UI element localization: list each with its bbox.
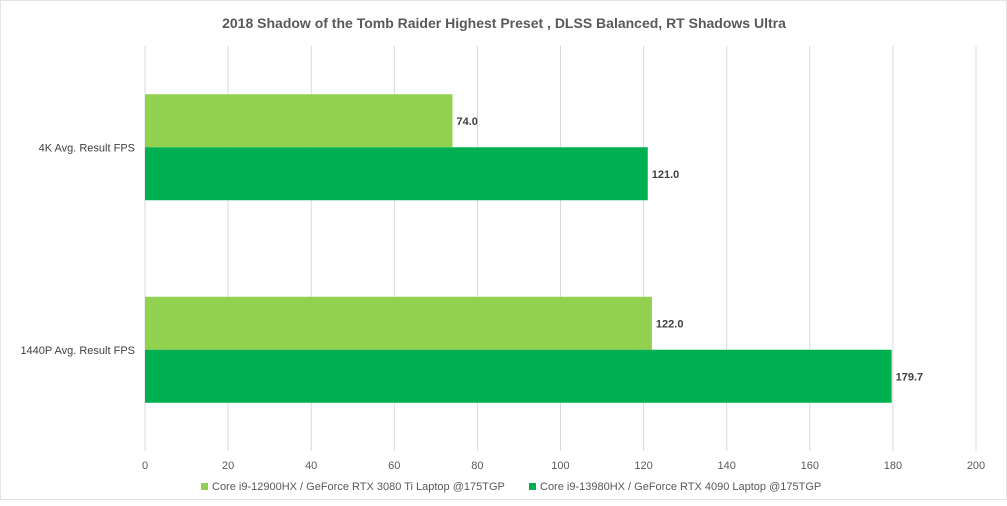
bar: [145, 296, 652, 350]
legend-swatch: [529, 483, 536, 490]
x-tick-label: 120: [634, 460, 652, 472]
x-tick-label: 180: [884, 460, 902, 472]
bar: [145, 147, 648, 201]
bar: [145, 349, 892, 403]
x-tick-label: 60: [388, 460, 400, 472]
x-tick-label: 160: [801, 460, 819, 472]
x-tick-label: 40: [305, 460, 317, 472]
legend-swatch: [201, 483, 208, 490]
category-label: 1440P Avg. Result FPS: [20, 345, 135, 357]
data-label: 74.0: [456, 116, 477, 128]
legend-label: Core i9-12900HX / GeForce RTX 3080 Ti La…: [212, 481, 505, 493]
x-tick-label: 140: [718, 460, 736, 472]
data-label: 122.0: [656, 318, 684, 330]
chart-title: 2018 Shadow of the Tomb Raider Highest P…: [222, 15, 786, 31]
x-tick-label: 20: [222, 460, 234, 472]
x-tick-label: 200: [967, 460, 985, 472]
legend-label: Core i9-13980HX / GeForce RTX 4090 Lapto…: [540, 481, 821, 493]
x-tick-label: 0: [142, 460, 148, 472]
category-label: 4K Avg. Result FPS: [39, 142, 135, 154]
data-label: 121.0: [652, 169, 680, 181]
x-tick-label: 80: [471, 460, 483, 472]
bar: [145, 94, 453, 148]
data-label: 179.7: [896, 371, 924, 383]
x-tick-label: 100: [551, 460, 569, 472]
